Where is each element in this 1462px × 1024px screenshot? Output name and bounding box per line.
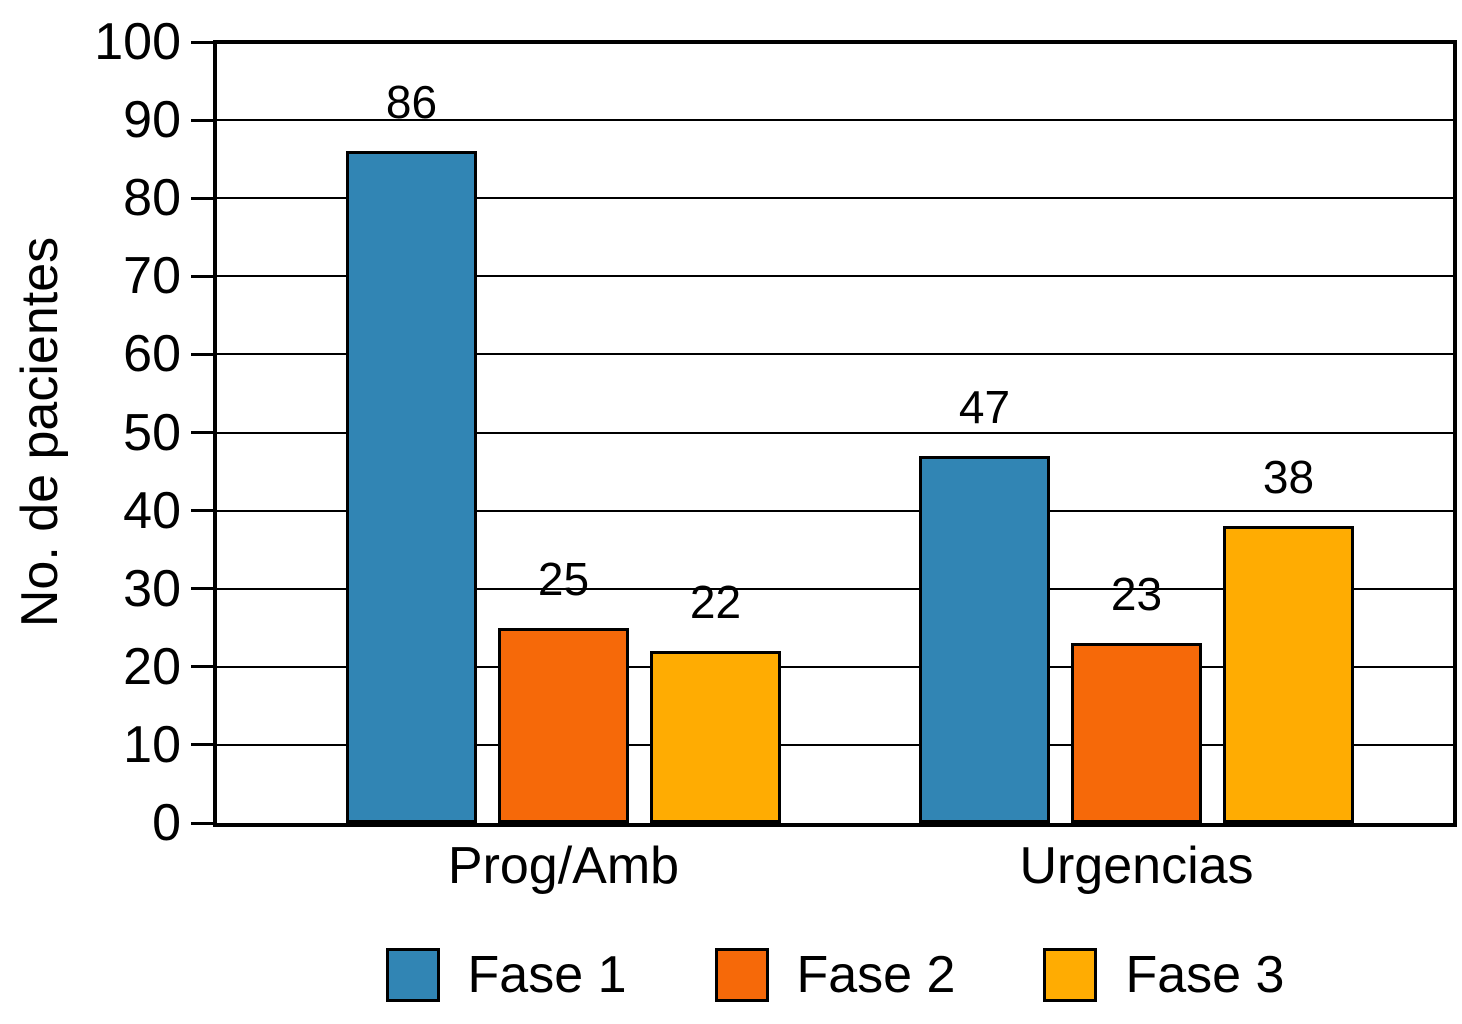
y-axis-tick (191, 509, 215, 513)
bar-fase-3-urgencias (1223, 526, 1354, 823)
bar-fase-2-prog-amb (498, 627, 629, 823)
x-category-label: Prog/Amb (447, 837, 680, 895)
y-tick-label: 80 (123, 169, 181, 228)
y-axis-tick (191, 587, 215, 591)
y-gridline (215, 197, 1455, 200)
bar-value-label: 25 (537, 552, 590, 605)
y-tick-label: 40 (123, 481, 181, 540)
y-tick-label: 90 (123, 91, 181, 150)
legend: Fase 1 Fase 2 Fase 3 (215, 944, 1455, 1006)
y-tick-label: 70 (123, 247, 181, 306)
y-axis-tick (191, 743, 215, 747)
y-gridline (215, 353, 1455, 356)
y-axis-tick (191, 196, 215, 200)
y-gridline (215, 743, 1455, 746)
y-axis-tick (191, 352, 215, 356)
y-axis-tick (191, 40, 215, 44)
y-tick-label: 10 (123, 715, 181, 774)
y-tick-label: 100 (94, 13, 181, 71)
y-gridline (215, 119, 1455, 122)
y-axis-tick (191, 431, 215, 434)
legend-label: Fase 1 (467, 946, 627, 1004)
y-axis-tick (191, 821, 215, 825)
y-axis-tick (191, 118, 215, 122)
bar-value-label: 86 (385, 76, 438, 129)
legend-item-fase-1: Fase 1 (385, 946, 627, 1004)
y-gridline (215, 431, 1455, 434)
legend-item-fase-2: Fase 2 (714, 946, 956, 1004)
y-tick-label: 20 (123, 637, 181, 696)
y-axis-tick (191, 665, 215, 669)
bar-fase-1-prog-amb (346, 151, 477, 823)
y-gridline (215, 509, 1455, 512)
y-gridline (215, 275, 1455, 278)
y-axis-tick (191, 274, 215, 278)
bar-value-label: 23 (1110, 568, 1163, 621)
legend-swatch-icon (385, 948, 440, 1002)
y-tick-label: 30 (123, 559, 181, 618)
y-gridline (215, 587, 1455, 590)
y-tick-label: 60 (123, 325, 181, 384)
bar-value-label: 22 (689, 576, 742, 629)
y-gridline (215, 665, 1455, 668)
y-tick-label: 0 (152, 794, 181, 852)
legend-swatch-icon (714, 948, 769, 1002)
legend-item-fase-3: Fase 3 (1043, 947, 1284, 1003)
x-category-label: Urgencias (1019, 837, 1254, 895)
legend-label: Fase 3 (1125, 946, 1285, 1004)
bar-fase-2-urgencias (1071, 643, 1202, 823)
legend-label: Fase 2 (796, 946, 956, 1004)
bar-fase-1-urgencias (919, 455, 1050, 823)
bar-value-label: 38 (1262, 451, 1315, 504)
bar-value-label: 47 (958, 380, 1011, 433)
bar-fase-3-prog-amb (650, 651, 781, 823)
y-tick-label: 50 (123, 403, 181, 462)
legend-swatch-icon (1043, 948, 1098, 1002)
